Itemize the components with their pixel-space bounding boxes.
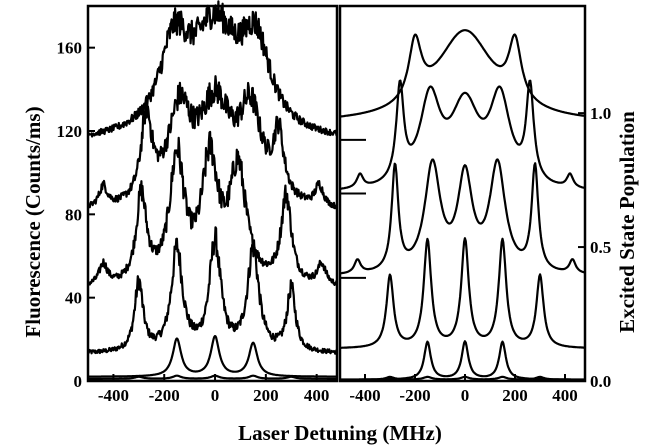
x-tick-label: -400: [349, 386, 380, 405]
x-axis-label: Laser Detuning (MHz): [238, 421, 442, 445]
spectrum-trace: [86, 130, 338, 286]
x-tick-label: -200: [399, 386, 430, 405]
plot-frame: [86, 4, 339, 383]
y-tick-label: 160: [57, 39, 83, 58]
x-tick-label: 0: [211, 386, 220, 405]
x-tick-label: -400: [98, 386, 129, 405]
y-tick-label: 1.0: [590, 104, 611, 123]
spectrum-trace: [339, 340, 586, 381]
spectrum-trace: [87, 335, 338, 378]
spectrum-trace: [339, 158, 586, 275]
x-tick-label: 400: [552, 386, 578, 405]
spectrum-trace: [87, 0, 339, 138]
y-tick-label: 40: [65, 289, 82, 308]
spectrum-trace: [86, 75, 339, 210]
spectrum-trace: [339, 79, 586, 190]
spectrum-trace: [87, 374, 338, 380]
y-tick-label: 0.5: [590, 238, 611, 257]
left-y-axis-label: Fluorescence (Counts/ms): [21, 106, 45, 337]
left-panel-fluorescence: -400 -200 0 200 400 0 40 80 120 160: [57, 0, 339, 405]
spectrum-trace: [86, 226, 338, 355]
y-tick-label: 0: [74, 372, 83, 391]
x-tick-label: 200: [253, 386, 279, 405]
x-tick-label: 0: [461, 386, 470, 405]
spectrum-trace: [339, 237, 586, 349]
y-tick-label: 0.0: [590, 372, 611, 391]
right-y-axis-label: Excited State Population: [615, 111, 639, 333]
x-tick-label: 400: [304, 386, 330, 405]
right-panel-excited-population: -400 -200 0 200 400 0.0 0.5 1.0: [338, 4, 611, 405]
spectrum-trace: [339, 29, 586, 118]
x-tick-label: 200: [502, 386, 528, 405]
x-tick-label: -200: [149, 386, 180, 405]
plot-frame: [338, 4, 587, 383]
y-tick-label: 120: [57, 122, 83, 141]
y-tick-label: 80: [65, 205, 82, 224]
